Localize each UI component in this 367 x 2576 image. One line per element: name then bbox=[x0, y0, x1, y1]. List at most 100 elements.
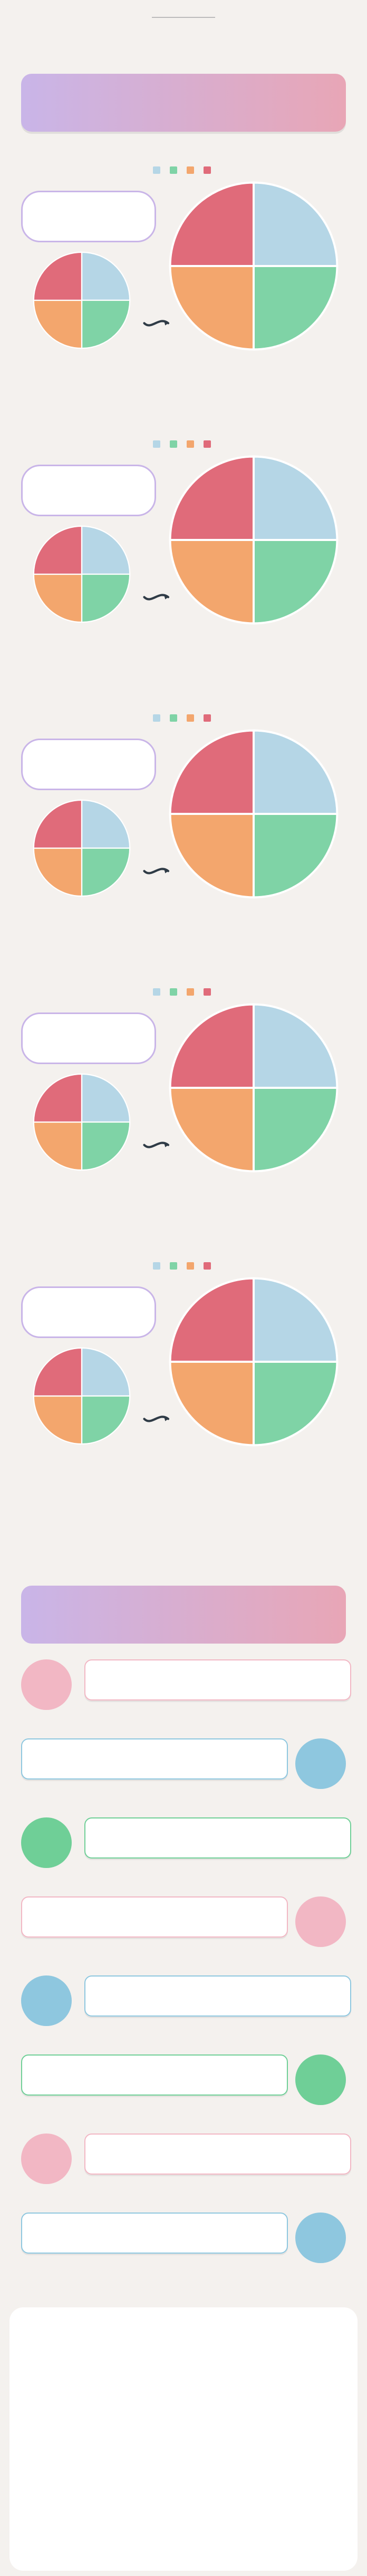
legend-swatch bbox=[204, 1262, 211, 1270]
pie-slice bbox=[169, 265, 255, 351]
legend-item bbox=[170, 988, 180, 996]
legend-swatch bbox=[153, 166, 160, 174]
survey-section-4 bbox=[21, 980, 346, 1173]
pie-slice bbox=[169, 455, 255, 541]
testimonial-bubble bbox=[84, 1659, 351, 1700]
arrow-icon bbox=[143, 1142, 170, 1148]
pie-slice bbox=[169, 1361, 255, 1447]
pie-slice bbox=[169, 813, 255, 899]
legend-swatch bbox=[187, 714, 194, 722]
pie-slice bbox=[81, 1121, 131, 1171]
pie-slice bbox=[81, 847, 131, 897]
pie-slice bbox=[81, 299, 131, 349]
legend bbox=[21, 1262, 346, 1270]
legend-item bbox=[204, 1262, 214, 1270]
pie-slice bbox=[169, 1087, 255, 1173]
pie-after bbox=[169, 1277, 339, 1447]
survey-section-5 bbox=[21, 1254, 346, 1447]
recommendation-panel bbox=[9, 2307, 358, 2571]
voice-item bbox=[21, 1659, 351, 1723]
avatar bbox=[21, 2133, 72, 2184]
pie-slice bbox=[253, 729, 339, 815]
legend-swatch bbox=[187, 166, 194, 174]
legend-item bbox=[187, 1262, 197, 1270]
avatar bbox=[21, 1975, 72, 2026]
arrow-icon bbox=[143, 1415, 170, 1422]
legend-item bbox=[153, 1262, 163, 1270]
intro-banner bbox=[21, 74, 346, 132]
pie-slice bbox=[253, 265, 339, 351]
testimonial-bubble bbox=[21, 2213, 288, 2254]
pie-after bbox=[169, 181, 339, 351]
legend-swatch bbox=[170, 988, 177, 996]
pie-slice bbox=[33, 1347, 83, 1397]
pie-slice bbox=[33, 847, 83, 897]
legend-item bbox=[170, 440, 180, 448]
arrow-icon bbox=[143, 320, 170, 327]
testimonial-bubble bbox=[84, 1975, 351, 2017]
pie-slice bbox=[33, 525, 83, 575]
pie-after bbox=[169, 455, 339, 625]
legend-item bbox=[187, 714, 197, 722]
legend-swatch bbox=[204, 988, 211, 996]
pie-slice bbox=[81, 1347, 131, 1397]
legend-swatch bbox=[153, 714, 160, 722]
pie-slice bbox=[169, 729, 255, 815]
legend-item bbox=[170, 714, 180, 722]
legend bbox=[21, 166, 346, 174]
legend-swatch bbox=[204, 166, 211, 174]
avatar bbox=[295, 1896, 346, 1947]
legend-item bbox=[204, 166, 214, 174]
pie-slice bbox=[81, 573, 131, 623]
pie-before bbox=[33, 799, 131, 897]
testimonial-bubble bbox=[21, 1896, 288, 1938]
pie-slice bbox=[253, 539, 339, 625]
pie-slice bbox=[33, 799, 83, 849]
legend-swatch bbox=[153, 440, 160, 448]
voice-item bbox=[21, 1896, 346, 1960]
legend bbox=[21, 440, 346, 448]
pie-after bbox=[169, 729, 339, 899]
legend-item bbox=[187, 988, 197, 996]
legend-swatch bbox=[153, 988, 160, 996]
pie-slice bbox=[81, 1073, 131, 1123]
legend-swatch bbox=[187, 1262, 194, 1270]
survey-section-1 bbox=[21, 158, 346, 351]
pie-slice bbox=[253, 181, 339, 267]
testimonial-bubble bbox=[21, 1738, 288, 1779]
legend-swatch bbox=[170, 440, 177, 448]
callout bbox=[21, 465, 156, 516]
avatar bbox=[21, 1659, 72, 1710]
avatar bbox=[21, 1817, 72, 1868]
legend-swatch bbox=[153, 1262, 160, 1270]
callout bbox=[21, 191, 156, 242]
legend-item bbox=[204, 988, 214, 996]
legend-item bbox=[153, 714, 163, 722]
legend-swatch bbox=[170, 1262, 177, 1270]
pie-slice bbox=[169, 1277, 255, 1363]
pie-slice bbox=[81, 1395, 131, 1445]
pie-before bbox=[33, 1347, 131, 1445]
legend-item bbox=[170, 166, 180, 174]
testimonial-bubble bbox=[21, 2054, 288, 2096]
pie-slice bbox=[33, 251, 83, 301]
pie-slice bbox=[33, 1121, 83, 1171]
pie-slice bbox=[169, 1003, 255, 1089]
pie-before bbox=[33, 525, 131, 623]
callout bbox=[21, 1286, 156, 1338]
legend-swatch bbox=[187, 988, 194, 996]
pie-before bbox=[33, 251, 131, 349]
pie-slice bbox=[33, 299, 83, 349]
pie-slice bbox=[253, 1087, 339, 1173]
title-divider bbox=[152, 17, 215, 18]
pie-slice bbox=[253, 1277, 339, 1363]
voices-banner bbox=[21, 1586, 346, 1644]
pie-slice bbox=[33, 573, 83, 623]
pie-slice bbox=[253, 813, 339, 899]
legend-item bbox=[204, 440, 214, 448]
legend-item bbox=[153, 166, 163, 174]
pie-slice bbox=[33, 1395, 83, 1445]
legend-item bbox=[153, 988, 163, 996]
arrow-icon bbox=[143, 594, 170, 601]
